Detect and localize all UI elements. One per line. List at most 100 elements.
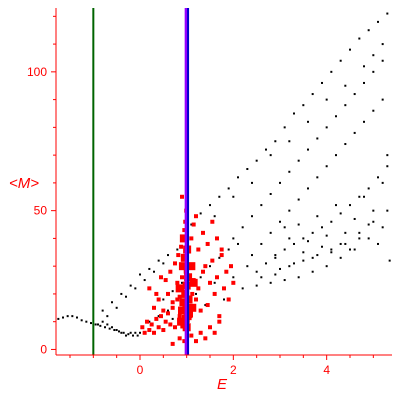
data-point [377, 176, 379, 179]
data-point [377, 20, 379, 23]
data-point [260, 276, 263, 279]
data-point [349, 204, 351, 207]
data-point [168, 322, 173, 327]
data-point [76, 316, 78, 319]
data-point [363, 65, 365, 68]
data-point [353, 131, 356, 134]
data-point [274, 254, 277, 257]
data-point [179, 244, 184, 249]
data-point [94, 323, 97, 326]
data-point [173, 261, 177, 266]
data-point [265, 262, 267, 265]
data-point [166, 311, 170, 316]
data-point [367, 237, 370, 240]
data-point [344, 143, 347, 146]
data-point [104, 326, 106, 329]
data-point [142, 330, 147, 335]
data-point [159, 314, 163, 319]
data-point [176, 248, 179, 251]
data-point [283, 279, 286, 282]
data-point [363, 120, 365, 123]
data-point [147, 328, 152, 333]
data-point [297, 159, 300, 162]
data-point [209, 265, 211, 268]
data-point [344, 231, 347, 234]
data-point [316, 254, 319, 257]
data-point [140, 325, 145, 330]
data-point [201, 269, 205, 274]
data-point [148, 320, 151, 323]
data-point [122, 331, 125, 334]
data-point [325, 265, 328, 268]
data-point [149, 322, 154, 327]
data-point [148, 267, 151, 270]
data-point [255, 270, 258, 273]
data-point [210, 258, 215, 263]
data-point [168, 269, 173, 274]
data-point [330, 248, 333, 251]
data-point [372, 54, 375, 57]
data-point [156, 297, 161, 302]
data-point [175, 297, 180, 302]
data-point [189, 333, 194, 338]
data-point [227, 248, 230, 251]
data-point [205, 303, 210, 308]
data-point [187, 262, 196, 271]
data-point [283, 226, 286, 229]
data-point [182, 339, 187, 344]
data-point [363, 195, 365, 198]
data-point [311, 256, 314, 259]
data-point [177, 294, 182, 299]
data-point [62, 316, 64, 319]
data-point [363, 81, 365, 84]
data-point [372, 209, 375, 212]
data-point [80, 319, 83, 322]
data-point [367, 29, 370, 32]
data-point [381, 181, 384, 184]
data-point [199, 276, 202, 279]
data-point [125, 295, 127, 298]
data-point [208, 325, 212, 330]
data-point [213, 215, 216, 218]
data-point [218, 256, 221, 259]
data-point [129, 284, 132, 287]
data-point [171, 317, 174, 320]
data-point [269, 154, 272, 157]
data-point [283, 248, 286, 251]
data-point [201, 230, 205, 235]
data-point [203, 336, 208, 341]
data-point [237, 242, 239, 245]
data-point [222, 286, 226, 291]
data-point [154, 291, 159, 296]
data-point [198, 308, 203, 313]
data-point [241, 287, 244, 290]
data-point [226, 297, 231, 302]
data-point [316, 215, 319, 218]
data-point [215, 236, 219, 241]
x-tick-label: 4 [323, 363, 330, 377]
data-point [71, 315, 74, 318]
data-point [215, 275, 219, 280]
data-point [188, 303, 197, 312]
data-point [330, 70, 333, 73]
data-points [57, 12, 391, 346]
data-point [145, 319, 149, 324]
data-point [353, 248, 356, 251]
data-point [99, 324, 102, 327]
data-point [139, 331, 141, 334]
x-tick-label: 2 [230, 363, 237, 377]
data-point [209, 204, 211, 207]
data-point [325, 165, 328, 168]
data-point [274, 256, 277, 259]
data-point [353, 93, 356, 96]
data-point [136, 334, 139, 337]
data-point [381, 59, 384, 62]
data-point [173, 325, 177, 330]
data-point [97, 323, 99, 326]
data-point [191, 222, 196, 227]
data-point [132, 334, 134, 337]
data-point [162, 262, 165, 265]
data-point [302, 251, 305, 254]
data-point [224, 269, 229, 274]
data-point [311, 93, 314, 96]
